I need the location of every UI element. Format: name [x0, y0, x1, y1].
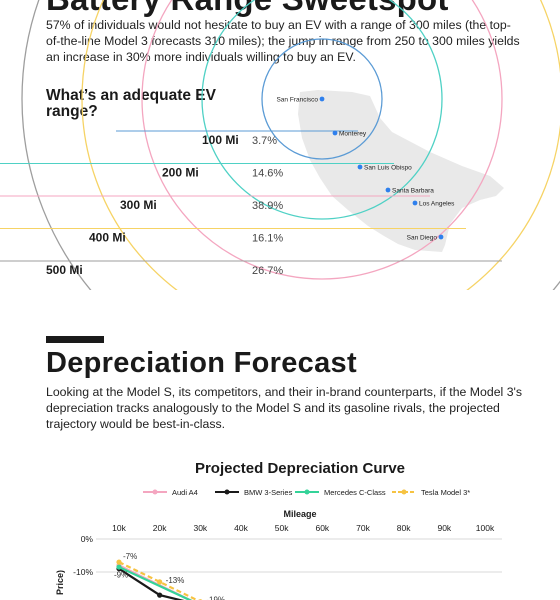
data-label-1: -9%	[114, 571, 128, 580]
range-circle-200mi	[201, 0, 443, 220]
range-circle-500mi	[21, 0, 560, 290]
x-tick-label-9: 100k	[476, 523, 495, 533]
series-point-3-1	[157, 579, 163, 585]
x-tick-label-4: 50k	[275, 523, 289, 533]
x-tick-label-5: 60k	[315, 523, 329, 533]
range-value-300mi: 38.9%	[252, 200, 283, 212]
x-axis-label: Mileage	[283, 509, 316, 519]
y-tick-label-1: -10%	[73, 567, 93, 577]
x-tick-label-1: 20k	[153, 523, 167, 533]
city-label-4: Los Angeles	[419, 201, 455, 208]
x-tick-label-7: 80k	[397, 523, 411, 533]
legend-marker-1	[224, 489, 230, 495]
city-markers: San Francisco Monterey San Luis Obispo Sant…	[276, 97, 455, 242]
series-point-2-0	[116, 564, 122, 570]
city-label-0: San Francisco	[276, 97, 318, 104]
depreciation-section-title: Depreciation Forecast	[46, 347, 357, 379]
range-circle-400mi	[81, 0, 560, 290]
city-label-2: San Luis Obispo	[364, 165, 412, 172]
depreciation-chart: Projected Depreciation Curve Audi A4 BMW …	[55, 460, 502, 600]
range-label-500mi: 500 Mi	[46, 263, 83, 277]
data-label-0: -7%	[123, 552, 137, 561]
y-tick-label-0: 0%	[81, 534, 94, 544]
chart-legend: Audi A4 BMW 3-Series Mercedes C-Class Tesla…	[143, 488, 470, 497]
x-tick-label-8: 90k	[437, 523, 451, 533]
range-circles	[21, 0, 560, 290]
series-line-3	[118, 561, 200, 600]
x-tick-label-6: 70k	[356, 523, 370, 533]
legend-label-1: BMW 3-Series	[244, 488, 293, 497]
city-marker-3	[385, 187, 391, 193]
ev-range-chart: 100 Mi 3.7% 200 Mi 14.6% 300 Mi 38.9% 400 Mi 16…	[0, 0, 560, 290]
range-question-title: What’s an adequate EV range?	[46, 87, 216, 120]
series-point-3-0	[116, 559, 122, 565]
range-label-400mi: 400 Mi	[89, 231, 126, 245]
range-label-300mi: 300 Mi	[120, 198, 157, 212]
range-label-100mi: 100 Mi	[202, 133, 239, 147]
section-accent-bar	[46, 336, 104, 343]
series-line-2	[118, 566, 193, 600]
chart-series: -7% -9% -13% -19%	[114, 552, 225, 600]
legend-marker-0	[152, 489, 158, 495]
range-value-200mi: 14.6%	[252, 168, 283, 180]
city-marker-4	[412, 200, 418, 206]
city-marker-5	[438, 234, 444, 240]
city-marker-1	[332, 130, 338, 136]
range-value-400mi: 16.1%	[252, 233, 283, 245]
y-axis-label: Price)	[55, 570, 65, 595]
data-label-2: -13%	[166, 576, 185, 585]
city-label-1: Monterey	[339, 131, 367, 138]
city-marker-2	[357, 164, 363, 170]
chart-axes: 10k 20k 30k 40k 50k 60k 70k 80k 90k 100k 0% -10%	[73, 523, 502, 577]
depreciation-chart-title: Projected Depreciation Curve	[195, 460, 405, 477]
range-section-title: Battery Range Sweetspot	[46, 0, 449, 16]
range-circle-300mi	[141, 0, 503, 280]
range-rows: 100 Mi 3.7% 200 Mi 14.6% 300 Mi 38.9% 400 Mi 16…	[0, 130, 502, 277]
legend-marker-2	[304, 489, 310, 495]
legend-label-2: Mercedes C-Class	[324, 488, 386, 497]
range-value-100mi: 3.7%	[252, 135, 277, 147]
legend-label-0: Audi A4	[172, 488, 198, 497]
city-label-5: San Diego	[407, 235, 438, 242]
city-marker-0	[319, 96, 325, 102]
x-tick-label-0: 10k	[112, 523, 126, 533]
legend-marker-3	[401, 489, 407, 495]
range-section-description: 57% of individuals would not hesitate to…	[46, 18, 520, 64]
series-point-1-1	[157, 592, 163, 598]
city-label-3: Santa Barbara	[392, 188, 434, 195]
range-value-500mi: 26.7%	[252, 265, 283, 277]
depreciation-section-description: Looking at the Model S, its competitors,…	[46, 385, 523, 431]
legend-label-3: Tesla Model 3*	[421, 488, 470, 497]
range-label-200mi: 200 Mi	[162, 166, 199, 180]
range-circle-100mi	[261, 38, 383, 160]
x-tick-label-3: 40k	[234, 523, 248, 533]
data-label-3: -19%	[206, 596, 225, 600]
x-tick-label-2: 30k	[193, 523, 207, 533]
